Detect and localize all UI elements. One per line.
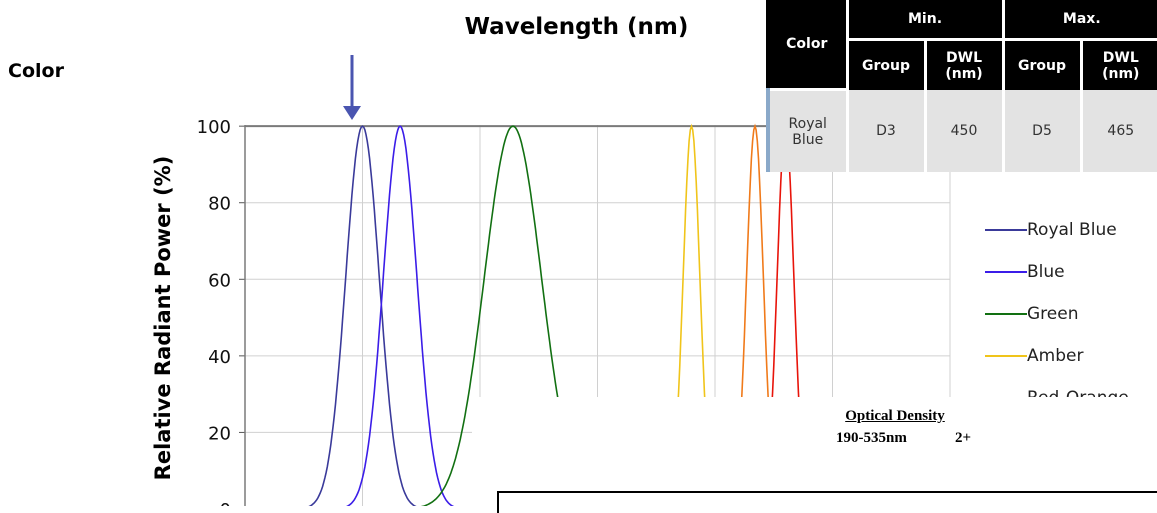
cell-min-dwl: 450 <box>925 89 1005 172</box>
header-color: Color <box>768 0 849 92</box>
header-max-group: Group <box>1003 39 1083 90</box>
y-axis-label: Relative Radiant Power (%) <box>151 156 175 481</box>
header-max-dwl: DWL (nm) <box>1081 39 1157 90</box>
optical-density-value: 2+ <box>955 430 972 446</box>
legend-label: Green <box>1027 304 1079 324</box>
peak-arrow <box>343 55 361 120</box>
header-min: Min. <box>847 0 1005 42</box>
legend-swatch <box>985 229 1027 231</box>
chart-title: Wavelength (nm) <box>464 14 689 40</box>
legend-label: Blue <box>1027 262 1065 282</box>
legend-item: Royal Blue <box>985 218 1117 242</box>
series-line-royal-blue <box>308 125 417 506</box>
series-line-blue <box>346 125 455 506</box>
legend-swatch <box>985 355 1027 357</box>
legend-swatch <box>985 313 1027 315</box>
y-tick-label: 0 <box>220 500 231 506</box>
cell-max-dwl: 465 <box>1081 89 1157 172</box>
header-max: Max. <box>1003 0 1157 42</box>
y-tick-label: 40 <box>208 347 231 368</box>
header-min-group: Group <box>847 39 927 90</box>
y-tick-label: 100 <box>197 117 231 138</box>
legend-item: Green <box>985 302 1078 326</box>
legend-swatch <box>985 271 1027 273</box>
cell-color: Royal Blue <box>766 89 849 172</box>
cell-max-group: D5 <box>1003 89 1083 172</box>
legend-label: Royal Blue <box>1027 220 1117 240</box>
cell-min-group: D3 <box>847 89 927 172</box>
optical-density-box <box>497 491 1157 513</box>
legend-label: Amber <box>1027 346 1084 366</box>
color-label: Color <box>8 60 64 82</box>
optical-density-title: Optical Density <box>845 408 945 424</box>
legend-item: Blue <box>985 260 1065 284</box>
optical-density-overlay <box>472 397 1157 506</box>
header-min-dwl: DWL (nm) <box>925 39 1005 90</box>
legend-item: Amber <box>985 344 1083 368</box>
y-tick-label: 20 <box>208 423 231 444</box>
y-tick-label: 80 <box>208 194 231 215</box>
spec-table: Color Min. Max. Group DWL (nm) Group DWL(… <box>766 0 1157 172</box>
optical-density-range: 190-535nm <box>836 430 907 446</box>
y-tick-label: 60 <box>208 270 231 291</box>
chart-axis: 0 20 40 60 80 100 <box>197 117 246 506</box>
